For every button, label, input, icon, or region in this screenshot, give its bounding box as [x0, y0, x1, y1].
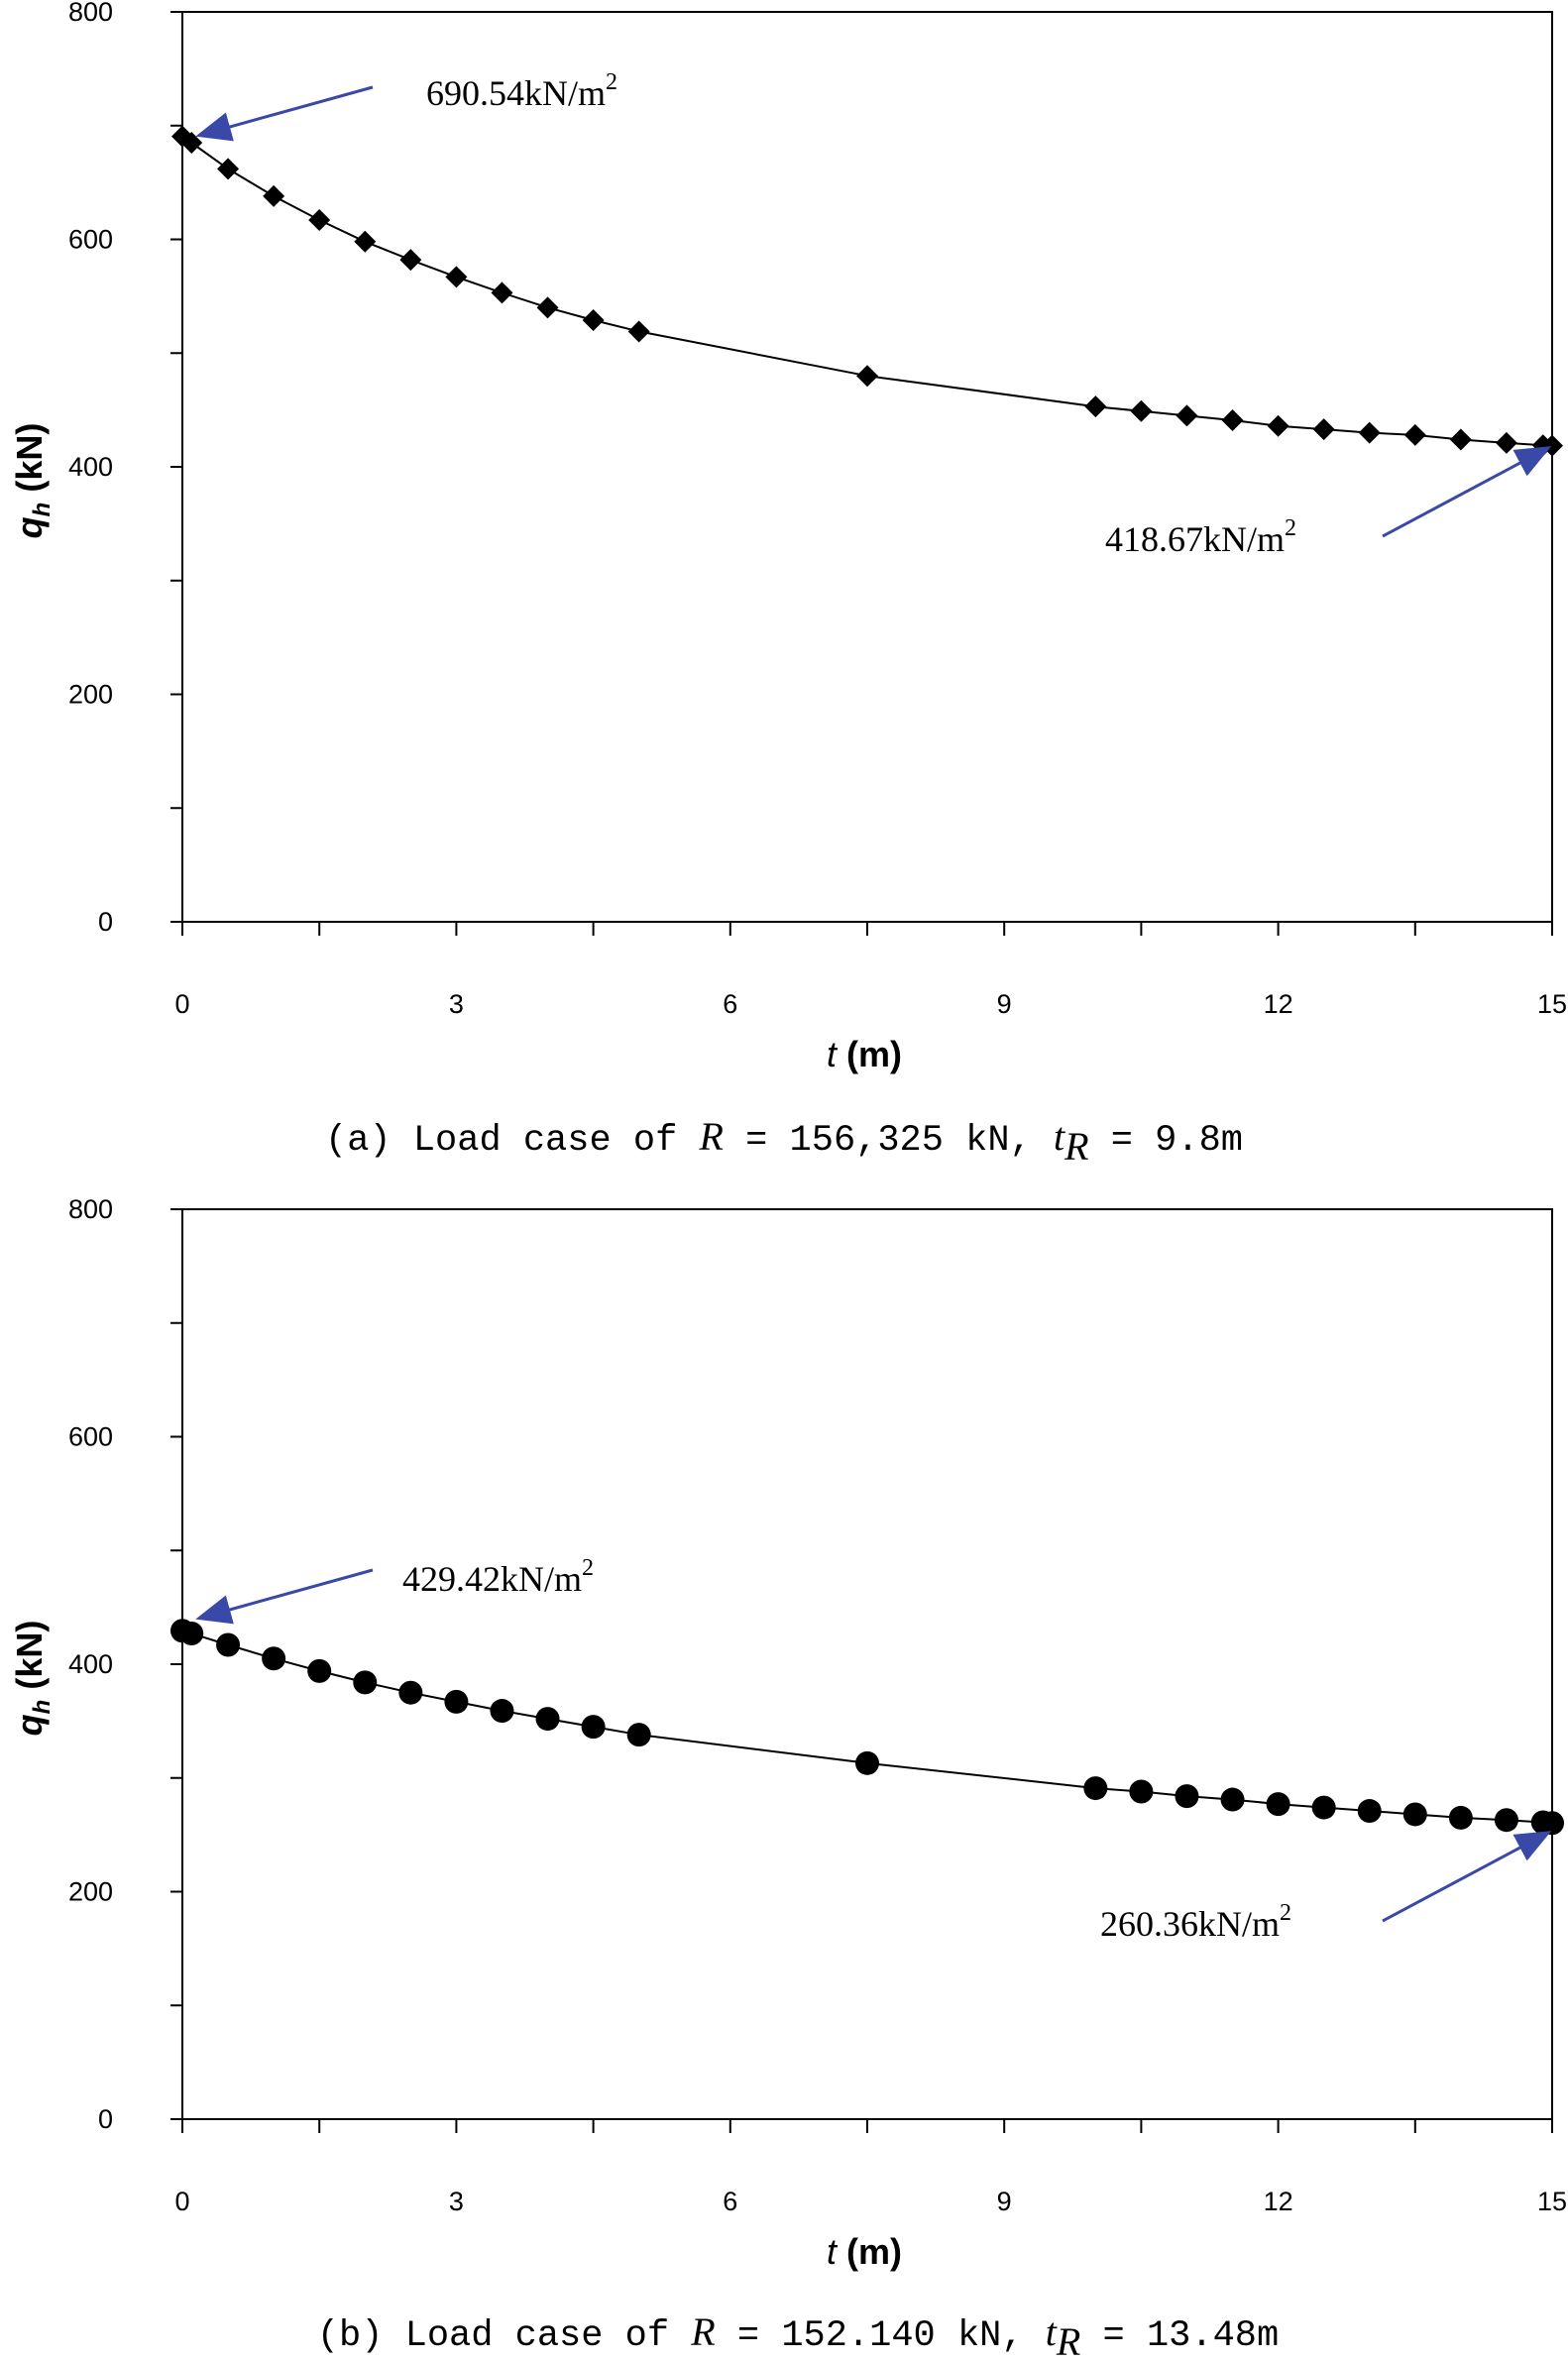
chart-a-data-point: [1449, 428, 1472, 451]
chart-b-data-point: [855, 1750, 879, 1775]
chart-a-y-axis-label: qh(kN): [9, 423, 56, 539]
chart-b-annotation-start: 429.42kN/m2: [402, 1555, 594, 1599]
chart-a-data-point: [1358, 421, 1381, 444]
chart-b-caption: (b) Load case of R = 152.140 kN, tR = 13…: [317, 2309, 1279, 2362]
chart-b-data-point: [353, 1670, 378, 1695]
chart-b-x-tick-label: 15: [1537, 2187, 1567, 2216]
chart-b-x-tick-label: 12: [1264, 2187, 1293, 2216]
chart-a-y-tick-label: 0: [98, 907, 113, 937]
chart-a: 0 200 400 600 800 0 3 6 9 12 15 qh(kN) t (m) 690.5…: [9, 0, 1567, 1169]
chart-b-data-point: [1402, 1802, 1427, 1827]
chart-a-x-tick-label: 15: [1537, 989, 1567, 1019]
chart-a-data-point: [308, 208, 331, 231]
chart-b-data-point: [262, 1646, 286, 1671]
chart-a-x-axis-label: t (m): [827, 1034, 902, 1074]
chart-a-x-tick-label: 9: [997, 989, 1012, 1019]
chart-b-data-point: [581, 1715, 606, 1740]
chart-b-data-point: [1175, 1784, 1199, 1809]
chart-b-data-point: [1220, 1787, 1245, 1812]
chart-a-data-point: [1084, 395, 1107, 418]
chart-b-data-point: [444, 1689, 469, 1714]
chart-a-data-point: [1221, 408, 1244, 431]
chart-b: 0 200 400 600 800 0 3 6 9 12 15 qh(kN) t (m) 429.4…: [9, 1194, 1567, 2362]
chart-a-data-point: [491, 281, 513, 304]
chart-b-data-point: [626, 1723, 651, 1747]
chart-b-data-point: [1083, 1776, 1108, 1801]
chart-b-annotation-arrow-end: [1382, 1831, 1552, 1923]
chart-b-data-point: [1311, 1795, 1336, 1820]
chart-b-data-point: [1540, 1811, 1564, 1836]
chart-a-data-point: [1267, 414, 1289, 437]
chart-b-y-tick-label: 400: [68, 1649, 113, 1679]
chart-b-x-tick-label: 3: [449, 2187, 464, 2216]
chart-b-y-tick-label: 0: [98, 2104, 113, 2134]
chart-a-y-tick-label: 800: [68, 0, 113, 27]
chart-a-x-tick-label: 0: [174, 989, 189, 1019]
chart-a-data-point: [856, 365, 878, 388]
chart-a-data-point: [582, 308, 605, 331]
chart-a-y-tick-label: 200: [68, 680, 113, 710]
chart-b-series-line: [181, 1630, 1553, 1825]
chart-a-x-ticks: 0 3 6 9 12 15: [174, 922, 1567, 1019]
chart-b-data-point: [1448, 1805, 1473, 1830]
chart-a-data-point: [217, 158, 240, 180]
chart-a-data-point: [445, 266, 468, 288]
chart-b-annotation-end: 260.36kN/m2: [1100, 1900, 1291, 1944]
chart-a-annotation-arrow-end: [1382, 446, 1552, 538]
chart-b-data-point: [1494, 1808, 1518, 1833]
chart-a-x-tick-label: 3: [449, 989, 464, 1019]
chart-b-y-tick-label: 600: [68, 1422, 113, 1452]
chart-b-data-point: [1357, 1799, 1382, 1824]
chart-a-data-point: [354, 230, 377, 253]
chart-b-data-point: [179, 1622, 204, 1646]
chart-b-x-ticks: 0 3 6 9 12 15: [174, 2119, 1567, 2216]
chart-a-x-tick-label: 12: [1264, 989, 1293, 1019]
chart-a-data-point: [1312, 418, 1335, 441]
chart-b-data-point: [307, 1658, 332, 1683]
chart-a-data-point: [1176, 404, 1198, 427]
chart-a-data-point: [263, 184, 285, 207]
chart-b-data-point: [398, 1680, 423, 1705]
chart-a-data-point: [1130, 399, 1153, 422]
chart-a-annotation-start: 690.54kN/m2: [426, 69, 617, 113]
chart-a-annotation-end: 418.67kN/m2: [1105, 515, 1296, 559]
chart-a-x-tick-label: 6: [723, 989, 737, 1019]
chart-b-data-point: [216, 1632, 241, 1657]
chart-a-data-point: [536, 296, 559, 319]
chart-a-annotation-arrow-start: [195, 85, 374, 142]
chart-b-y-tick-label: 800: [68, 1194, 113, 1224]
chart-b-plot-frame: [181, 1208, 1553, 2120]
chart-a-series-line: [181, 135, 1553, 447]
chart-a-data-point: [627, 320, 650, 343]
chart-b-data-point: [1129, 1779, 1154, 1804]
chart-a-y-ticks: 0 200 400 600 800: [68, 0, 182, 937]
chart-b-y-axis-label: qh(kN): [9, 1621, 56, 1737]
chart-b-x-tick-label: 9: [997, 2187, 1012, 2216]
chart-a-data-point: [399, 249, 422, 272]
chart-b-y-tick-label: 200: [68, 1877, 113, 1907]
chart-b-data-point: [535, 1707, 560, 1732]
chart-a-y-tick-label: 600: [68, 225, 113, 255]
chart-a-y-tick-label: 400: [68, 452, 113, 482]
chart-a-data-point: [1495, 431, 1517, 454]
chart-a-caption: (a) Load case of R = 156,325 kN, tR = 9.…: [325, 1114, 1243, 1169]
chart-b-x-tick-label: 6: [723, 2187, 737, 2216]
chart-a-data-point: [1403, 423, 1426, 446]
chart-b-series: [170, 1619, 1564, 1836]
chart-b-y-ticks: 0 200 400 600 800: [68, 1194, 182, 2134]
chart-a-series: [171, 125, 1563, 457]
chart-b-data-point: [490, 1699, 514, 1724]
chart-b-annotation-arrow-start: [195, 1568, 374, 1625]
chart-b-x-tick-label: 0: [174, 2187, 189, 2216]
chart-b-data-point: [1266, 1792, 1290, 1817]
chart-b-x-axis-label: t (m): [827, 2231, 902, 2272]
chart-a-plot-frame: [181, 11, 1553, 923]
